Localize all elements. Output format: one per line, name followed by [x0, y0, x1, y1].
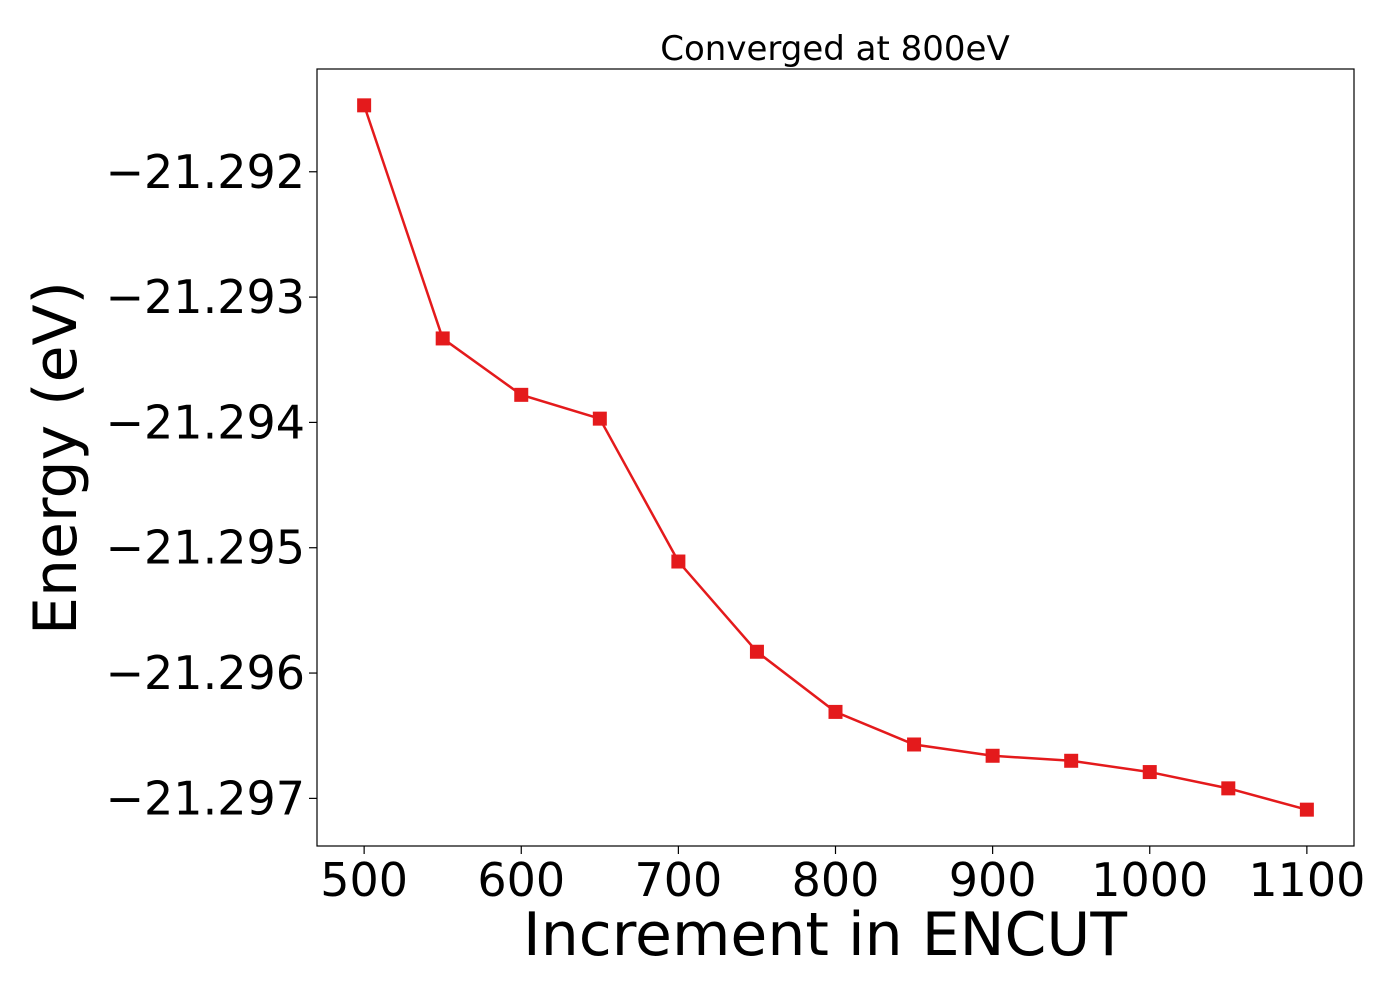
- x-tick-label: 900: [949, 853, 1037, 907]
- y-axis-label: Energy (eV): [21, 281, 91, 635]
- y-tick-label: −21.297: [106, 771, 306, 825]
- data-point-marker: [671, 554, 686, 569]
- y-tick-label: −21.295: [106, 521, 306, 575]
- data-point-marker: [1064, 753, 1079, 768]
- data-point-marker: [592, 411, 607, 426]
- y-tick-label: −21.294: [106, 395, 306, 449]
- y-tick-label: −21.296: [106, 646, 306, 700]
- data-point-marker: [1142, 765, 1157, 780]
- data-point-marker: [749, 644, 764, 659]
- series-line: [362, 104, 1308, 811]
- data-point-marker: [435, 331, 450, 346]
- x-tick-label: 800: [792, 853, 880, 907]
- data-point-marker: [1221, 781, 1236, 796]
- y-tick-label: −21.293: [106, 270, 306, 324]
- x-tick-label: 500: [320, 853, 408, 907]
- x-tick-label: 1000: [1091, 853, 1208, 907]
- plot-frame: [316, 68, 1355, 847]
- data-point-marker: [1299, 802, 1314, 817]
- data-point-marker: [514, 387, 529, 402]
- x-axis: 500 600 700 800 900 1000 1100: [320, 846, 1365, 907]
- data-point-marker: [907, 737, 922, 752]
- data-point-marker: [828, 704, 843, 719]
- data-point-marker: [357, 98, 372, 113]
- x-tick-label: 600: [477, 853, 565, 907]
- series-layer: [357, 98, 1314, 817]
- y-axis: −21.297 −21.296 −21.295 −21.294 −21.293 −21.2…: [106, 145, 317, 825]
- x-axis-label: Increment in ENCUT: [523, 900, 1127, 970]
- chart-title: Converged at 800eV: [660, 29, 1009, 69]
- x-tick-label: 1100: [1248, 853, 1365, 907]
- y-tick-label: −21.292: [106, 145, 306, 199]
- data-point-marker: [985, 748, 1000, 763]
- x-tick-label: 700: [634, 853, 722, 907]
